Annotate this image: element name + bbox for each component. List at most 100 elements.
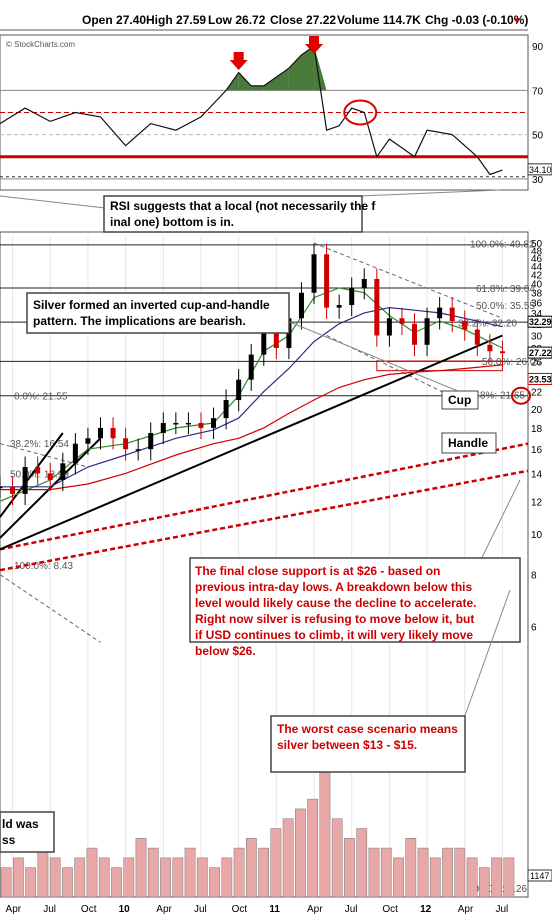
volume-bar bbox=[209, 867, 220, 898]
price-tick-label: 16 bbox=[531, 445, 543, 456]
price-candle bbox=[437, 307, 443, 319]
volume-bar bbox=[368, 847, 380, 898]
price-candle bbox=[298, 292, 304, 319]
x-tick-label: 12 bbox=[420, 904, 432, 915]
rsi-overbought-fill bbox=[238, 72, 252, 91]
x-tick-label: 10 bbox=[119, 904, 131, 915]
price-candle bbox=[185, 422, 191, 425]
price-tick-label: 26 bbox=[531, 357, 543, 368]
price-tick-label: 42 bbox=[531, 271, 543, 282]
header-open: Open 27.40 bbox=[82, 13, 146, 27]
support-note-text: The final close support is at $26 - base… bbox=[195, 564, 476, 658]
volume-bar bbox=[307, 798, 319, 898]
price-candle bbox=[60, 463, 66, 480]
rsi-last-value-label: 34.10 bbox=[529, 165, 552, 175]
price-candle bbox=[123, 438, 129, 450]
volume-bar bbox=[478, 867, 490, 898]
price-candle bbox=[10, 486, 16, 494]
price-axis-label-box bbox=[527, 346, 552, 359]
volume-bar bbox=[86, 847, 98, 898]
price-candle bbox=[97, 427, 103, 439]
handle-label: Handle bbox=[448, 436, 488, 450]
volume-bar bbox=[331, 818, 343, 898]
price-tick-label: 8 bbox=[531, 571, 537, 582]
volume-bar bbox=[466, 857, 478, 898]
volume-last-label: 1147 bbox=[530, 871, 549, 881]
fibonacci-label: 61.8%: 39.04 bbox=[476, 284, 535, 295]
header-close: Close 27.22 bbox=[270, 13, 336, 27]
volume-bar bbox=[13, 857, 24, 898]
dashed-trendline bbox=[0, 443, 89, 468]
rsi-overbought-fill bbox=[251, 85, 264, 91]
price-candle bbox=[110, 427, 116, 439]
rsi-highlight-circle bbox=[343, 99, 378, 126]
volume-bar bbox=[270, 828, 282, 898]
volume-bar bbox=[319, 759, 331, 898]
price-candle bbox=[487, 344, 493, 352]
volume-bar bbox=[380, 847, 392, 898]
price-axis-label-box bbox=[527, 372, 552, 385]
x-tick-label: Oct bbox=[382, 904, 398, 915]
price-tick-label: 34 bbox=[531, 309, 543, 320]
x-tick-label: Apr bbox=[6, 904, 22, 915]
volume-bar bbox=[417, 847, 429, 898]
x-tick-label: Jul bbox=[194, 904, 207, 915]
volume-bar bbox=[135, 838, 147, 898]
price-tick-label: 48 bbox=[531, 246, 543, 257]
cup-label: Cup bbox=[448, 393, 471, 407]
fibonacci-label: 50.0%: 26.05 bbox=[482, 357, 541, 368]
rsi-note-box bbox=[103, 195, 363, 233]
price-candle bbox=[311, 254, 317, 293]
price-candle bbox=[474, 329, 480, 345]
price-tick-label: 6 bbox=[531, 623, 537, 634]
x-tick-label: Oct bbox=[232, 904, 248, 915]
volume-bar bbox=[111, 867, 122, 898]
rsi-overbought-fill bbox=[263, 68, 289, 91]
price-candle bbox=[374, 278, 380, 336]
price-tick-label: 30 bbox=[531, 332, 543, 343]
header-low: Low 26.72 bbox=[208, 13, 266, 27]
price-candle bbox=[499, 351, 505, 354]
price-tick-label: 10 bbox=[531, 530, 543, 541]
worst-case-note-box bbox=[270, 715, 466, 773]
ma-mid-line bbox=[0, 306, 503, 488]
volume-bar bbox=[98, 857, 110, 898]
price-tick-label: 18 bbox=[531, 424, 543, 435]
price-candle bbox=[148, 433, 154, 450]
price-candle bbox=[336, 305, 342, 308]
volume-bar bbox=[221, 857, 233, 898]
price-tick-label: 14 bbox=[531, 469, 543, 480]
price-candle bbox=[424, 318, 430, 345]
header-high: High 27.59 bbox=[146, 13, 206, 27]
x-tick-label: Apr bbox=[307, 904, 323, 915]
price-candle bbox=[223, 400, 229, 419]
volume-bar bbox=[123, 857, 135, 898]
partial-note-text: ld was ss bbox=[2, 817, 39, 847]
price-candle bbox=[399, 318, 405, 324]
volume-bar bbox=[233, 847, 245, 898]
volume-bar bbox=[37, 847, 49, 898]
price-candle bbox=[198, 422, 204, 428]
volume-bar bbox=[245, 838, 257, 898]
rsi-tick-label: 50 bbox=[532, 131, 544, 142]
x-tick-label: Apr bbox=[458, 904, 474, 915]
price-tick-label: 12 bbox=[531, 497, 543, 508]
black-trendline bbox=[0, 334, 503, 551]
rsi-note-text: RSI suggests that a local (not necessari… bbox=[110, 199, 376, 229]
price-candle bbox=[211, 418, 217, 428]
rsi-overbought-fill bbox=[301, 46, 315, 91]
rsi-last-value-box bbox=[527, 163, 552, 176]
price-axis-label: 32.29 bbox=[529, 317, 552, 327]
price-candle bbox=[135, 449, 141, 451]
fibonacci-label: 100.0%: 49.82 bbox=[470, 240, 535, 251]
price-tick-label: 22 bbox=[531, 388, 543, 399]
volume-bar bbox=[160, 857, 171, 898]
price-axis-label: 27.22 bbox=[529, 348, 552, 358]
watermark: © StockCharts.com bbox=[6, 40, 75, 49]
price-candle bbox=[449, 307, 455, 322]
price-tick-label: 40 bbox=[531, 279, 543, 290]
price-axis-label-box bbox=[527, 315, 552, 328]
cup-label-box bbox=[441, 390, 479, 410]
dashed-trendline bbox=[0, 574, 101, 643]
